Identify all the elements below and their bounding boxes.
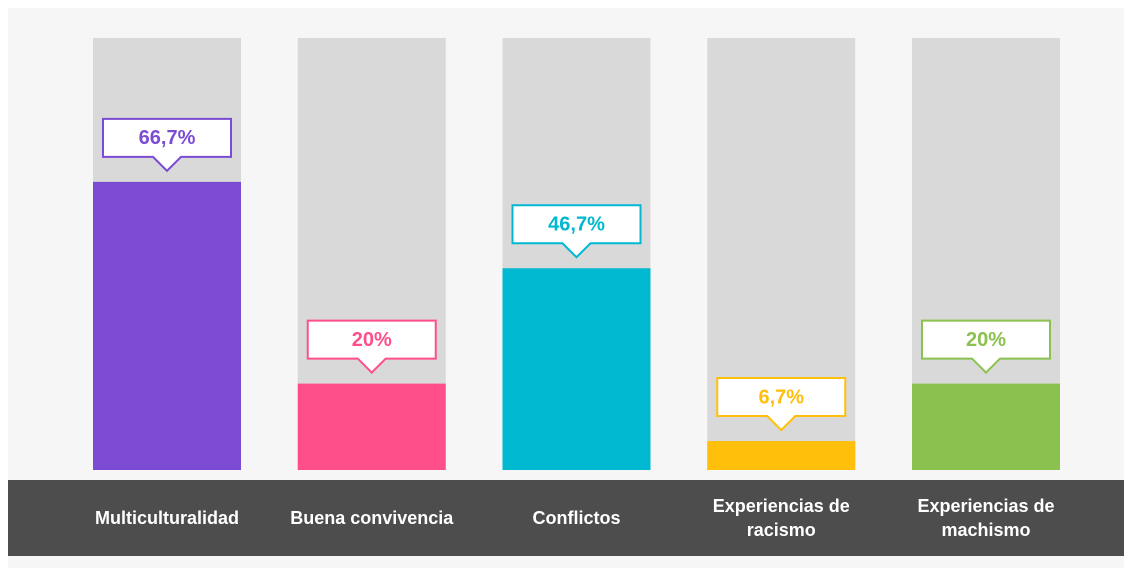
callout-box xyxy=(921,319,1051,375)
category-label: Experiencias de racismo xyxy=(712,496,850,540)
callout-box xyxy=(102,117,232,173)
category-label: Buena convivencia xyxy=(290,508,454,528)
value-label: 6,7% xyxy=(758,386,804,408)
bar xyxy=(707,441,856,470)
callout-box xyxy=(511,204,642,259)
category-band xyxy=(8,480,1124,556)
value-label: 66,7% xyxy=(139,127,196,149)
bar xyxy=(297,383,446,470)
bar xyxy=(912,383,1060,470)
callout-box xyxy=(716,377,847,432)
value-label: 20% xyxy=(352,329,392,351)
callout-box xyxy=(306,319,437,375)
category-label: Experiencias de machismo xyxy=(917,496,1055,540)
bar xyxy=(502,268,651,470)
category-label: Multiculturalidad xyxy=(95,508,239,528)
bar xyxy=(93,181,241,470)
value-label: 20% xyxy=(966,329,1006,351)
value-label: 46,7% xyxy=(548,214,605,236)
category-label: Conflictos xyxy=(532,508,621,528)
